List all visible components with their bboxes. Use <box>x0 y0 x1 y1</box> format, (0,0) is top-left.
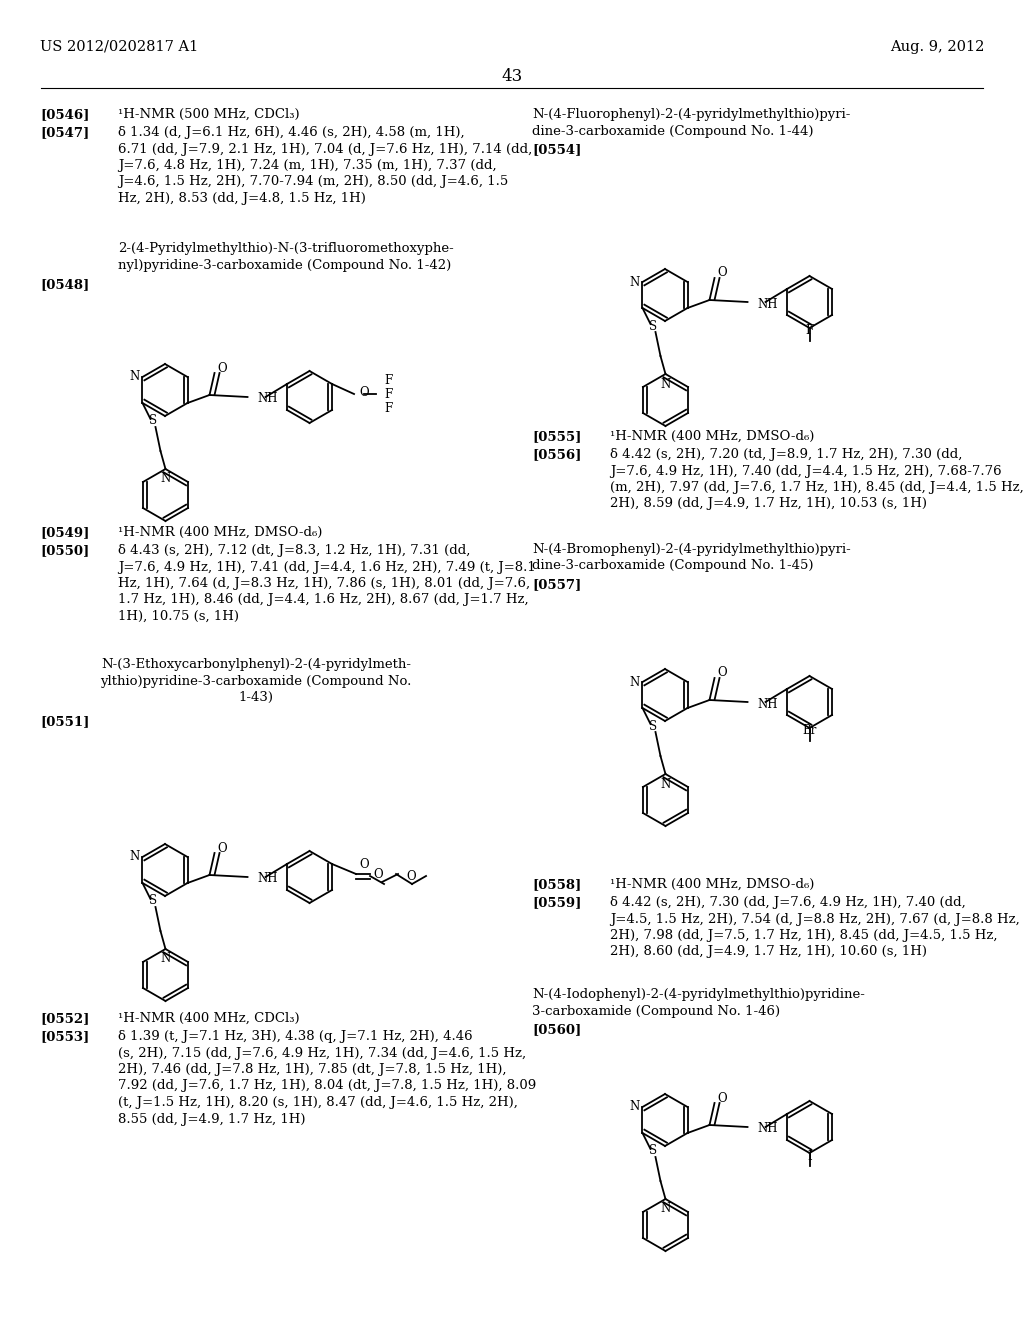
Text: F: F <box>384 388 392 400</box>
Text: N: N <box>660 777 671 791</box>
Text: [0546]: [0546] <box>40 108 89 121</box>
Text: [0555]: [0555] <box>532 430 582 444</box>
Text: F: F <box>806 325 814 338</box>
Text: O: O <box>407 870 416 883</box>
Text: N-(3-Ethoxycarbonylphenyl)-2-(4-pyridylmeth-
ylthio)pyridine-3-carboxamide (Comp: N-(3-Ethoxycarbonylphenyl)-2-(4-pyridylm… <box>100 657 412 704</box>
Text: [0553]: [0553] <box>40 1030 89 1043</box>
Text: [0558]: [0558] <box>532 878 582 891</box>
Text: 2-(4-Pyridylmethylthio)-N-(3-trifluoromethoxyphe-
nyl)pyridine-3-carboxamide (Co: 2-(4-Pyridylmethylthio)-N-(3-trifluorome… <box>118 242 454 272</box>
Text: ¹H-NMR (400 MHz, DMSO-d₆): ¹H-NMR (400 MHz, DMSO-d₆) <box>118 525 323 539</box>
Text: δ 4.42 (s, 2H), 7.30 (dd, J=7.6, 4.9 Hz, 1H), 7.40 (dd,
J=4.5, 1.5 Hz, 2H), 7.54: δ 4.42 (s, 2H), 7.30 (dd, J=7.6, 4.9 Hz,… <box>610 896 1020 958</box>
Text: NH: NH <box>758 697 778 710</box>
Text: [0550]: [0550] <box>40 544 89 557</box>
Text: O: O <box>359 858 369 870</box>
Text: O: O <box>373 869 383 882</box>
Text: I: I <box>807 1150 812 1163</box>
Text: N: N <box>630 676 640 689</box>
Text: [0552]: [0552] <box>40 1012 89 1026</box>
Text: ¹H-NMR (400 MHz, DMSO-d₆): ¹H-NMR (400 MHz, DMSO-d₆) <box>610 878 814 891</box>
Text: ¹H-NMR (500 MHz, CDCl₃): ¹H-NMR (500 MHz, CDCl₃) <box>118 108 300 121</box>
Text: NH: NH <box>257 392 279 405</box>
Text: N: N <box>660 378 671 391</box>
Text: δ 4.43 (s, 2H), 7.12 (dt, J=8.3, 1.2 Hz, 1H), 7.31 (dd,
J=7.6, 4.9 Hz, 1H), 7.41: δ 4.43 (s, 2H), 7.12 (dt, J=8.3, 1.2 Hz,… <box>118 544 536 623</box>
Text: [0554]: [0554] <box>532 143 582 156</box>
Text: [0551]: [0551] <box>40 715 89 729</box>
Text: [0556]: [0556] <box>532 447 582 461</box>
Text: N-(4-Bromophenyl)-2-(4-pyridylmethylthio)pyri-
dine-3-carboxamide (Compound No. : N-(4-Bromophenyl)-2-(4-pyridylmethylthio… <box>532 543 851 573</box>
Text: N-(4-Iodophenyl)-2-(4-pyridylmethylthio)pyridine-
3-carboxamide (Compound No. 1-: N-(4-Iodophenyl)-2-(4-pyridylmethylthio)… <box>532 987 865 1018</box>
Text: Aug. 9, 2012: Aug. 9, 2012 <box>890 40 984 54</box>
Text: F: F <box>384 374 392 387</box>
Text: S: S <box>649 1144 657 1158</box>
Text: O: O <box>218 842 227 854</box>
Text: US 2012/0202817 A1: US 2012/0202817 A1 <box>40 40 199 54</box>
Text: δ 1.34 (d, J=6.1 Hz, 6H), 4.46 (s, 2H), 4.58 (m, 1H),
6.71 (dd, J=7.9, 2.1 Hz, 1: δ 1.34 (d, J=6.1 Hz, 6H), 4.46 (s, 2H), … <box>118 125 532 205</box>
Text: NH: NH <box>257 873 279 886</box>
Text: [0557]: [0557] <box>532 578 582 591</box>
Text: NH: NH <box>758 1122 778 1135</box>
Text: N: N <box>630 1101 640 1114</box>
Text: [0547]: [0547] <box>40 125 89 139</box>
Text: N: N <box>161 473 171 486</box>
Text: N: N <box>660 1203 671 1216</box>
Text: O: O <box>359 387 369 400</box>
Text: N: N <box>630 276 640 289</box>
Text: ¹H-NMR (400 MHz, CDCl₃): ¹H-NMR (400 MHz, CDCl₃) <box>118 1012 300 1026</box>
Text: S: S <box>150 414 158 428</box>
Text: N: N <box>129 371 139 384</box>
Text: [0548]: [0548] <box>40 279 89 290</box>
Text: N-(4-Fluorophenyl)-2-(4-pyridylmethylthio)pyri-
dine-3-carboxamide (Compound No.: N-(4-Fluorophenyl)-2-(4-pyridylmethylthi… <box>532 108 850 137</box>
Text: 43: 43 <box>502 69 522 84</box>
Text: S: S <box>649 319 657 333</box>
Text: [0559]: [0559] <box>532 896 582 909</box>
Text: O: O <box>718 667 727 680</box>
Text: ¹H-NMR (400 MHz, DMSO-d₆): ¹H-NMR (400 MHz, DMSO-d₆) <box>610 430 814 444</box>
Text: δ 1.39 (t, J=7.1 Hz, 3H), 4.38 (q, J=7.1 Hz, 2H), 4.46
(s, 2H), 7.15 (dd, J=7.6,: δ 1.39 (t, J=7.1 Hz, 3H), 4.38 (q, J=7.1… <box>118 1030 537 1126</box>
Text: S: S <box>649 719 657 733</box>
Text: [0560]: [0560] <box>532 1023 582 1036</box>
Text: F: F <box>384 401 392 414</box>
Text: δ 4.42 (s, 2H), 7.20 (td, J=8.9, 1.7 Hz, 2H), 7.30 (dd,
J=7.6, 4.9 Hz, 1H), 7.40: δ 4.42 (s, 2H), 7.20 (td, J=8.9, 1.7 Hz,… <box>610 447 1024 511</box>
Text: O: O <box>718 1092 727 1105</box>
Text: Br: Br <box>803 725 817 738</box>
Text: N: N <box>161 953 171 965</box>
Text: NH: NH <box>758 297 778 310</box>
Text: O: O <box>218 362 227 375</box>
Text: [0549]: [0549] <box>40 525 89 539</box>
Text: S: S <box>150 895 158 908</box>
Text: O: O <box>718 267 727 280</box>
Text: N: N <box>129 850 139 863</box>
